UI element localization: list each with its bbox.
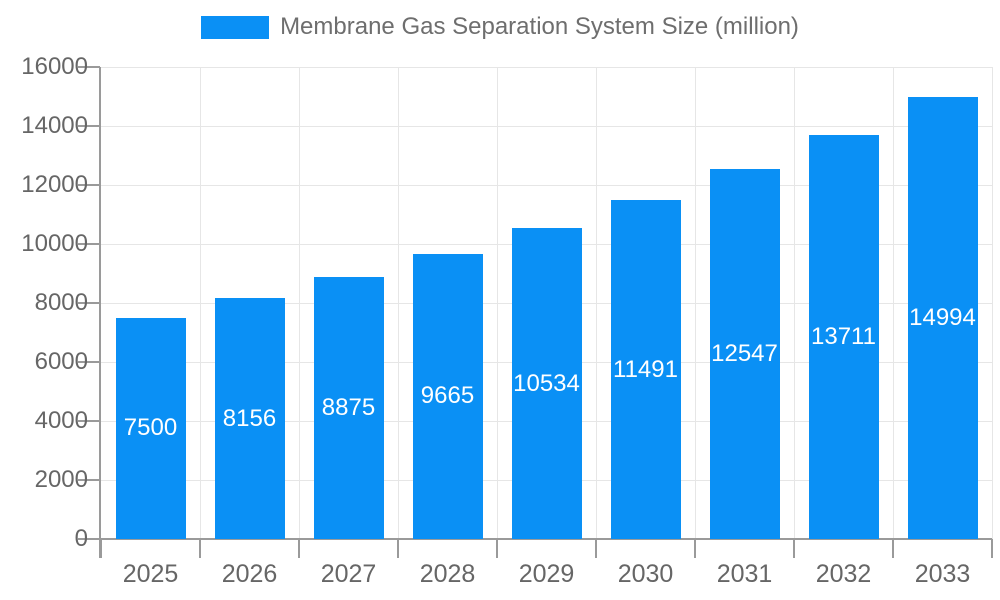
y-axis-line [99, 67, 101, 558]
y-tick-mark [78, 420, 100, 422]
chart-legend[interactable]: Membrane Gas Separation System Size (mil… [0, 13, 1000, 41]
x-tick-label: 2033 [914, 560, 971, 588]
y-tick-mark [78, 184, 100, 186]
x-gridline [199, 67, 201, 539]
x-tick-mark [694, 539, 696, 558]
x-gridline [496, 67, 498, 539]
bar[interactable]: 14994 [907, 96, 978, 539]
x-gridline [397, 67, 399, 539]
x-tick-mark [991, 539, 993, 558]
y-tick-mark [78, 302, 100, 304]
x-axis-line [99, 538, 992, 540]
bar-value-label: 12547 [711, 339, 778, 367]
x-gridline [892, 67, 894, 539]
x-tick-label: 2028 [419, 560, 476, 588]
y-gridline [101, 184, 992, 186]
y-tick-label: 2000 [34, 466, 88, 493]
x-tick-mark [199, 539, 201, 558]
x-tick-mark [595, 539, 597, 558]
x-tick-label: 2027 [320, 560, 377, 588]
y-tick-label: 8000 [34, 289, 88, 316]
bar[interactable]: 8875 [313, 277, 384, 539]
y-tick-mark [78, 125, 100, 127]
bar-value-label: 8875 [321, 394, 376, 422]
y-tick-label: 16000 [21, 53, 88, 80]
y-tick-label: 6000 [34, 348, 88, 375]
x-tick-label: 2029 [518, 560, 575, 588]
legend-label: Membrane Gas Separation System Size (mil… [280, 13, 799, 40]
x-tick-label: 2025 [122, 560, 179, 588]
bar[interactable]: 11491 [610, 200, 681, 539]
x-tick-label: 2032 [815, 560, 872, 588]
y-tick-label: 4000 [34, 407, 88, 434]
x-gridline [595, 67, 597, 539]
bar-value-label: 7500 [123, 414, 178, 442]
y-tick-mark [78, 361, 100, 363]
bar[interactable]: 7500 [115, 317, 186, 539]
y-tick-mark [78, 538, 100, 540]
x-gridline [991, 67, 993, 539]
y-tick-mark [78, 66, 100, 68]
x-tick-mark [496, 539, 498, 558]
plot-area: 7500 8156 8875 9665 10534 11491 12547 13711 1499… [78, 66, 993, 558]
x-tick-mark [298, 539, 300, 558]
bar-value-label: 9665 [420, 382, 475, 410]
bar-value-label: 10534 [513, 369, 580, 397]
bar[interactable]: 10534 [511, 228, 582, 539]
x-tick-label: 2030 [617, 560, 674, 588]
bar-value-label: 14994 [909, 303, 976, 331]
bar[interactable]: 13711 [808, 134, 879, 539]
y-gridline [101, 125, 992, 127]
x-gridline [793, 67, 795, 539]
legend-swatch-icon [201, 15, 270, 39]
bar-value-label: 11491 [613, 355, 678, 383]
bar-value-label: 8156 [222, 404, 277, 432]
y-tick-mark [78, 243, 100, 245]
x-tick-mark [793, 539, 795, 558]
x-tick-mark [892, 539, 894, 558]
y-tick-label: 14000 [21, 112, 88, 139]
y-tick-mark [78, 479, 100, 481]
y-tick-label: 10000 [21, 230, 88, 257]
x-tick-label: 2026 [221, 560, 278, 588]
y-gridline [101, 66, 992, 68]
x-gridline [694, 67, 696, 539]
y-tick-label: 0 [74, 525, 88, 552]
y-tick-label: 12000 [21, 171, 88, 198]
bar[interactable]: 8156 [214, 298, 285, 539]
x-tick-mark [100, 539, 102, 558]
bar[interactable]: 12547 [709, 168, 780, 539]
bar[interactable]: 9665 [412, 253, 483, 539]
x-tick-mark [397, 539, 399, 558]
bar-value-label: 13711 [811, 322, 876, 350]
x-tick-label: 2031 [716, 560, 773, 588]
x-gridline [298, 67, 300, 539]
